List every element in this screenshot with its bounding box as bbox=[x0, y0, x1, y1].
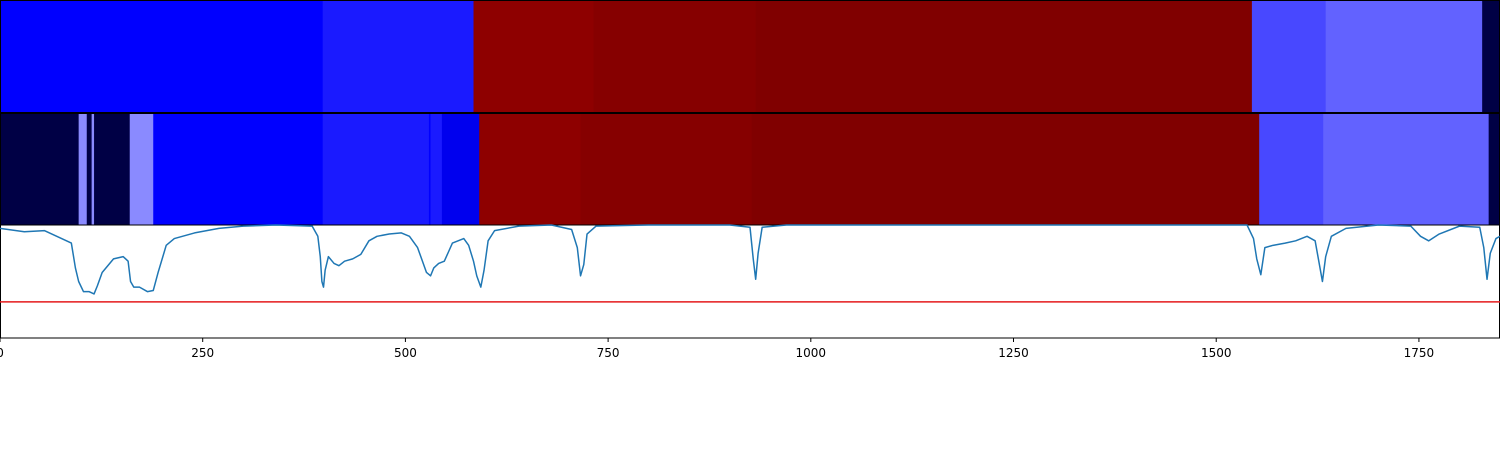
x-tick-label-1000: 1000 bbox=[796, 346, 827, 360]
x-tick-label-500: 500 bbox=[394, 346, 417, 360]
segment-row-1-band-2 bbox=[322, 1, 475, 112]
segment-row-1-band-3 bbox=[473, 1, 595, 112]
segment-row-2-band-15 bbox=[1259, 114, 1324, 225]
segment-row-2-band-11 bbox=[441, 114, 480, 225]
segment-row-1-band-5 bbox=[755, 1, 1253, 112]
x-tick-label-1250: 1250 bbox=[998, 346, 1029, 360]
segment-rows bbox=[0, 0, 1500, 226]
segment-row-2-band-9 bbox=[428, 114, 432, 225]
segment-row-2-band-13 bbox=[580, 114, 753, 225]
segment-row-2-band-5 bbox=[94, 114, 131, 225]
segment-row-2-band-17 bbox=[1488, 114, 1500, 225]
segment-row-2-band-3 bbox=[86, 114, 93, 225]
x-tick-label-250: 250 bbox=[191, 346, 214, 360]
segment-row-2-band-1 bbox=[0, 114, 80, 225]
segment-row-2 bbox=[0, 113, 1500, 226]
line-panel bbox=[0, 224, 1500, 339]
segment-row-2-band-12 bbox=[479, 114, 582, 225]
segment-row-2-band-8 bbox=[322, 114, 430, 225]
segment-row-2-band-7 bbox=[153, 114, 324, 225]
x-tick-label-1500: 1500 bbox=[1201, 346, 1232, 360]
x-axis: 0 250 500 750 1000 1250 1500 1750 bbox=[0, 338, 1434, 360]
segment-row-1-band-4 bbox=[593, 1, 757, 112]
segment-row-2-band-16 bbox=[1323, 114, 1490, 225]
segment-row-1-band-7 bbox=[1325, 1, 1483, 112]
segment-row-2-band-6 bbox=[129, 114, 154, 225]
segment-row-2-band-10 bbox=[430, 114, 443, 225]
segment-row-2-band-4 bbox=[91, 114, 95, 225]
segment-row-1-band-8 bbox=[1482, 1, 1500, 112]
segment-row-1 bbox=[0, 0, 1500, 113]
segment-row-1-band-6 bbox=[1251, 1, 1327, 112]
segment-row-1-band-1 bbox=[0, 1, 324, 112]
x-tick-label-0: 0 bbox=[0, 346, 4, 360]
segment-row-2-band-14 bbox=[751, 114, 1260, 225]
x-tick-label-750: 750 bbox=[597, 346, 620, 360]
segment-row-2-band-2 bbox=[78, 114, 88, 225]
series-line bbox=[0, 224, 1500, 295]
line-panel-frame bbox=[0, 224, 1500, 339]
x-tick-label-1750: 1750 bbox=[1404, 346, 1435, 360]
